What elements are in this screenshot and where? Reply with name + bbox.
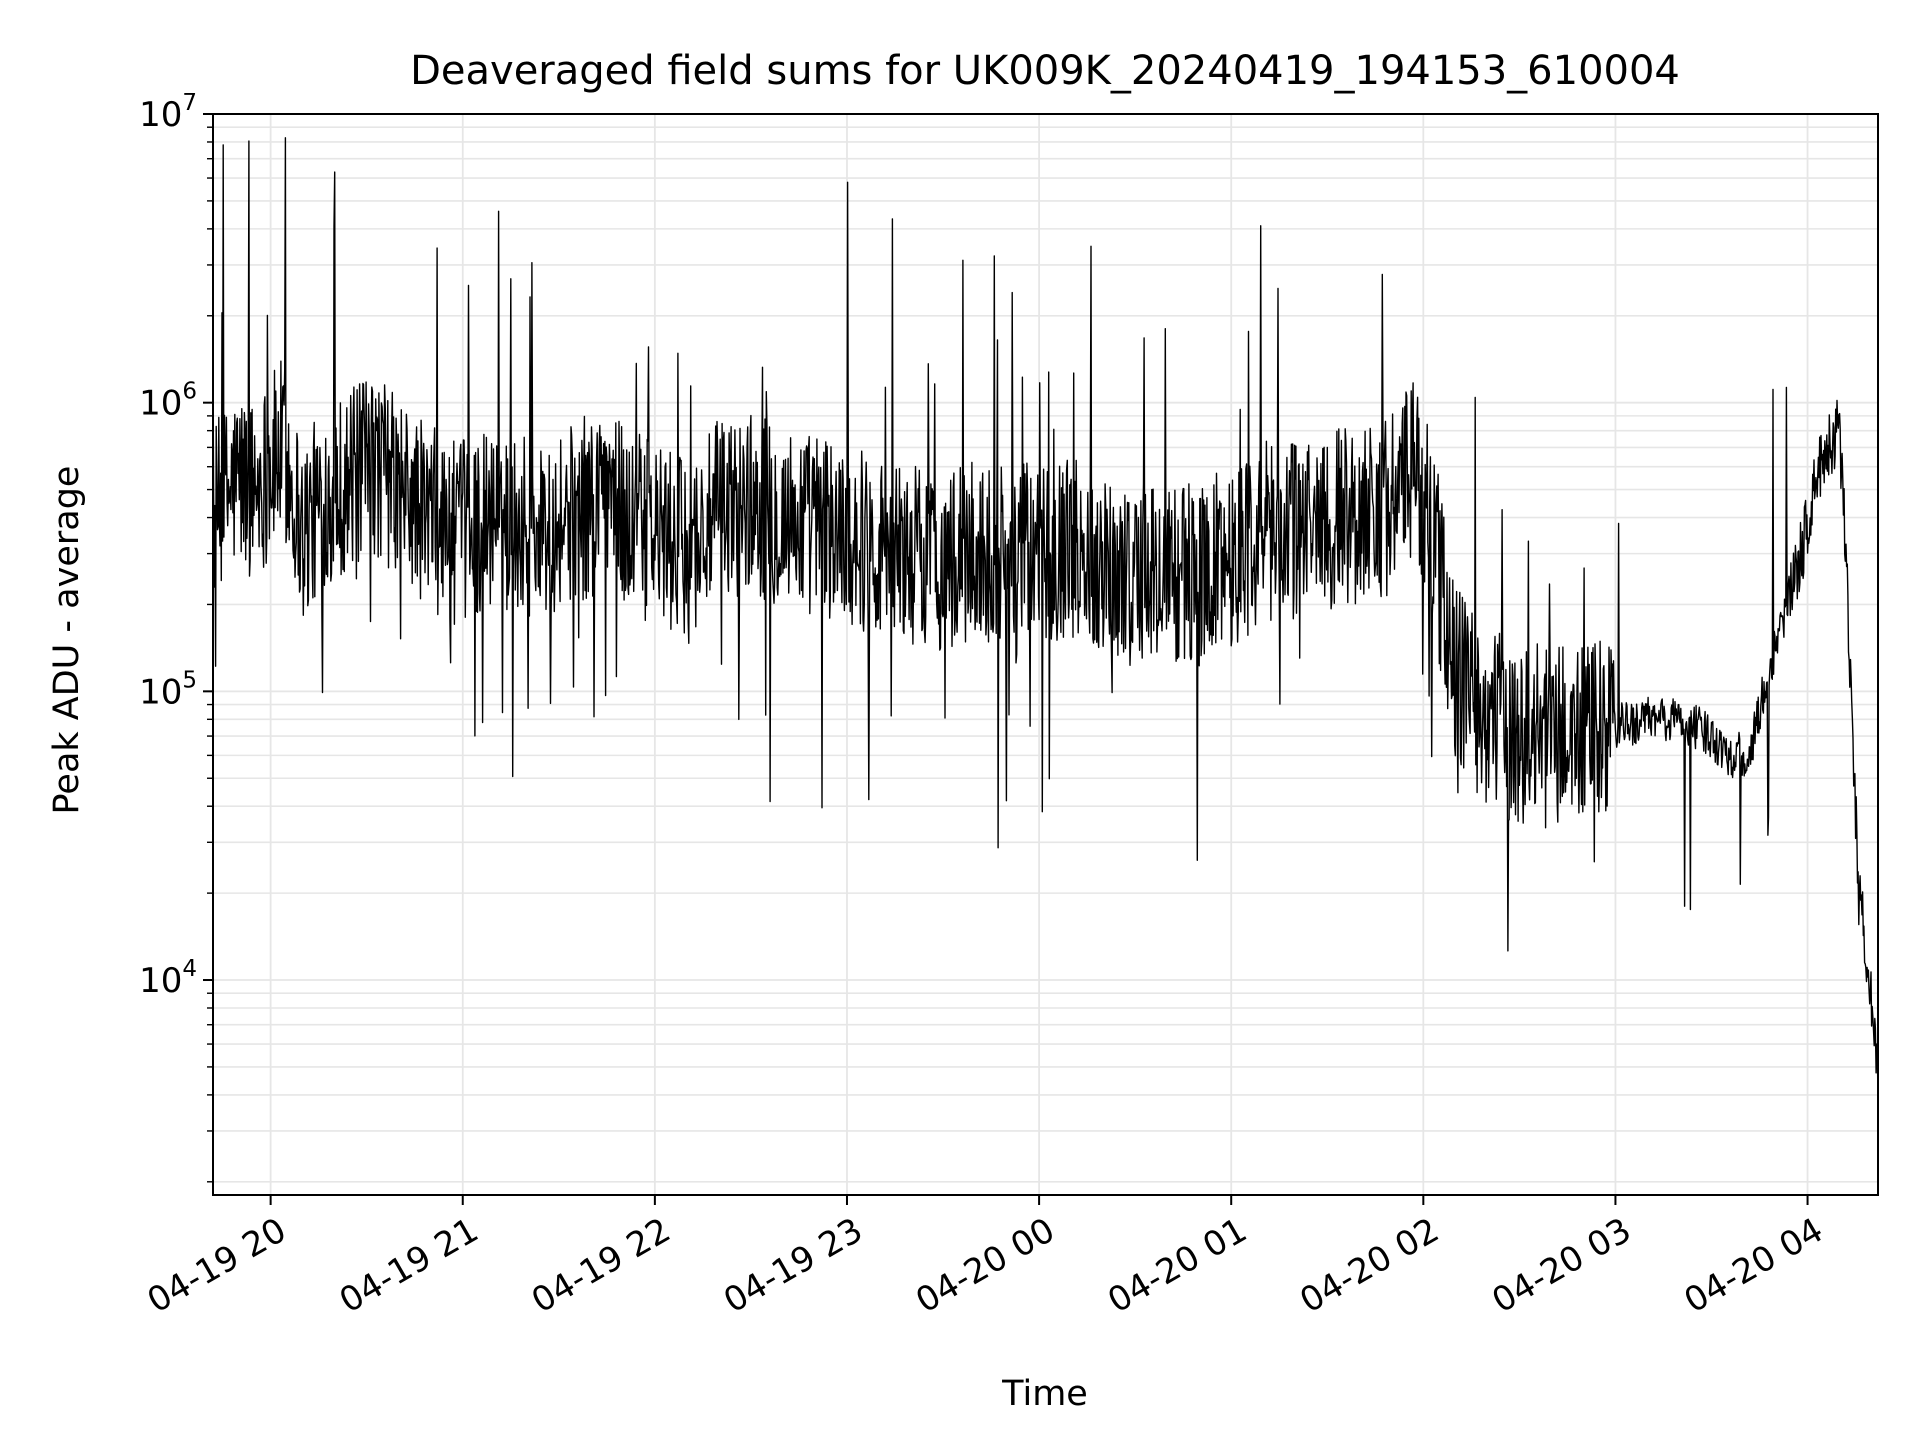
y-tick-label: 104 xyxy=(139,956,197,1001)
y-tick-label: 105 xyxy=(139,667,197,712)
x-axis-label: Time xyxy=(1001,1374,1088,1414)
chart-title: Deaveraged field sums for UK009K_2024041… xyxy=(410,48,1680,94)
plot-frame xyxy=(212,113,1879,1196)
y-axis-ticks: 104 105 106 107 xyxy=(139,90,213,1183)
y-axis-label: Peak ADU - average xyxy=(47,466,87,815)
y-tick-label: 106 xyxy=(139,379,197,424)
y-tick-label: 107 xyxy=(139,90,197,135)
series-line xyxy=(212,137,1879,1109)
